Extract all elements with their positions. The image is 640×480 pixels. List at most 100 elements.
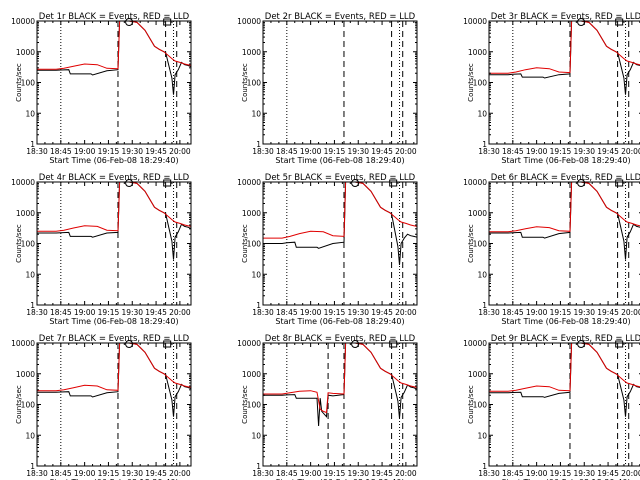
x-tick-label: 19:15 <box>98 308 120 317</box>
y-tick-label: 10000 <box>463 17 487 26</box>
x-tick-label: 19:15 <box>98 469 120 478</box>
x-tick-label: 19:00 <box>74 469 96 478</box>
x-tick-label: 19:30 <box>573 308 595 317</box>
x-tick-label: 19:45 <box>371 308 393 317</box>
y-tick-label: 10 <box>25 109 35 118</box>
x-tick-label: 18:45 <box>502 469 524 478</box>
x-tick-label: 19:30 <box>347 147 369 156</box>
x-tick-label: 20:00 <box>395 469 417 478</box>
x-axis-label: Start Time (06-Feb-08 18:29:40) <box>275 478 404 480</box>
x-tick-label: 18:30 <box>252 147 274 156</box>
y-tick-label: 1 <box>482 301 487 310</box>
x-tick-label: 20:00 <box>169 308 191 317</box>
panel-title: Det 9r BLACK = Events, RED = LLD <box>491 334 640 344</box>
x-tick-label: 19:00 <box>300 469 322 478</box>
x-tick-label: 19:30 <box>121 469 143 478</box>
x-tick-label: 18:30 <box>26 308 48 317</box>
y-tick-label: 10000 <box>11 17 35 26</box>
panel-9: Det 9r BLACK = Events, RED = LLD 1 10 100 10… <box>463 334 640 480</box>
x-axis-label: Start Time (06-Feb-08 18:29:40) <box>501 478 630 480</box>
x-tick-label: 19:00 <box>300 147 322 156</box>
x-tick-label: 19:00 <box>300 308 322 317</box>
x-tick-label: 19:30 <box>347 308 369 317</box>
panel-4: Det 4r BLACK = Events, RED = LLD 1 10 100 10… <box>11 173 192 326</box>
series-group <box>263 343 417 427</box>
y-tick-label: 10 <box>25 270 35 279</box>
panel-title: Det 4r BLACK = Events, RED = LLD <box>39 173 190 183</box>
x-tick-label: 19:30 <box>121 308 143 317</box>
y-tick-label: 10000 <box>237 339 261 348</box>
y-tick-label: 100 <box>473 240 488 249</box>
y-tick-label: 10 <box>477 431 487 440</box>
panel-1: Det 1r BLACK = Events, RED = LLD 1 10 100 10… <box>11 12 192 165</box>
y-tick-label: 10000 <box>463 178 487 187</box>
y-axis-label: Counts/sec <box>241 385 249 424</box>
panel-7: Det 7r BLACK = Events, RED = LLD 1 10 100 10… <box>11 334 192 480</box>
y-tick-label: 1 <box>30 301 35 310</box>
y-tick-label: 10 <box>251 270 261 279</box>
y-axis-label: Counts/sec <box>15 63 23 102</box>
x-tick-label: 19:30 <box>121 147 143 156</box>
events-series-line <box>263 343 417 427</box>
x-tick-label: 18:45 <box>502 147 524 156</box>
y-tick-label: 1 <box>30 140 35 149</box>
y-tick-label: 10000 <box>237 17 261 26</box>
x-tick-label: 20:00 <box>621 469 640 478</box>
x-tick-label: 19:45 <box>145 469 167 478</box>
y-tick-label: 100 <box>247 79 262 88</box>
panel-5: Det 5r BLACK = Events, RED = LLD 1 10 100 10… <box>237 173 418 326</box>
x-tick-label: 18:45 <box>276 147 298 156</box>
x-tick-label: 18:30 <box>252 308 274 317</box>
y-tick-label: 100 <box>473 79 488 88</box>
x-tick-label: 18:30 <box>478 147 500 156</box>
x-tick-label: 18:45 <box>50 308 72 317</box>
panel-3: Det 3r BLACK = Events, RED = LLD 1 10 100 10… <box>463 12 640 165</box>
y-axis-label: Counts/sec <box>467 63 475 102</box>
y-tick-label: 10 <box>477 109 487 118</box>
x-tick-label: 19:15 <box>550 469 572 478</box>
y-tick-label: 1 <box>482 462 487 471</box>
x-tick-label: 19:15 <box>324 469 346 478</box>
x-tick-label: 19:45 <box>145 308 167 317</box>
y-tick-label: 1000 <box>242 48 261 57</box>
y-tick-label: 10000 <box>237 178 261 187</box>
x-tick-label: 18:30 <box>478 308 500 317</box>
panel-title: Det 2r BLACK = Events, RED = LLD <box>265 12 416 22</box>
y-tick-label: 100 <box>473 401 488 410</box>
y-tick-label: 1000 <box>468 48 487 57</box>
x-tick-label: 20:00 <box>169 147 191 156</box>
y-axis-label: Counts/sec <box>15 224 23 263</box>
x-tick-label: 18:45 <box>276 469 298 478</box>
y-tick-label: 1 <box>256 301 261 310</box>
x-tick-label: 18:45 <box>50 469 72 478</box>
x-tick-label: 18:30 <box>26 469 48 478</box>
x-tick-label: 19:45 <box>597 308 619 317</box>
y-axis-label: Counts/sec <box>241 63 249 102</box>
x-axis-label: Start Time (06-Feb-08 18:29:40) <box>49 156 178 165</box>
y-tick-label: 10 <box>25 431 35 440</box>
x-tick-label: 20:00 <box>621 147 640 156</box>
x-axis-label: Start Time (06-Feb-08 18:29:40) <box>275 156 404 165</box>
x-tick-label: 19:00 <box>74 147 96 156</box>
y-tick-label: 1 <box>482 140 487 149</box>
y-tick-label: 10000 <box>11 339 35 348</box>
x-tick-label: 19:15 <box>324 308 346 317</box>
x-tick-label: 19:30 <box>347 469 369 478</box>
x-tick-label: 20:00 <box>621 308 640 317</box>
y-axis-label: Counts/sec <box>467 224 475 263</box>
y-tick-label: 1000 <box>16 370 35 379</box>
x-tick-label: 18:45 <box>276 308 298 317</box>
panel-title: Det 3r BLACK = Events, RED = LLD <box>491 12 640 22</box>
x-tick-label: 19:30 <box>573 469 595 478</box>
x-tick-label: 19:45 <box>597 147 619 156</box>
y-tick-label: 1000 <box>16 209 35 218</box>
x-tick-label: 20:00 <box>395 147 417 156</box>
x-tick-label: 19:30 <box>573 147 595 156</box>
x-tick-label: 18:45 <box>502 308 524 317</box>
y-tick-label: 1000 <box>242 209 261 218</box>
y-tick-label: 100 <box>247 401 262 410</box>
x-tick-label: 19:15 <box>324 147 346 156</box>
x-tick-label: 19:45 <box>371 147 393 156</box>
x-tick-label: 19:00 <box>526 147 548 156</box>
